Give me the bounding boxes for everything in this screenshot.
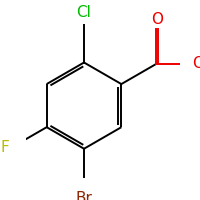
Text: Br: Br	[76, 191, 92, 200]
Text: F: F	[1, 140, 10, 155]
Text: Cl: Cl	[77, 5, 91, 20]
Text: O: O	[151, 12, 163, 27]
Text: OH: OH	[192, 56, 200, 71]
